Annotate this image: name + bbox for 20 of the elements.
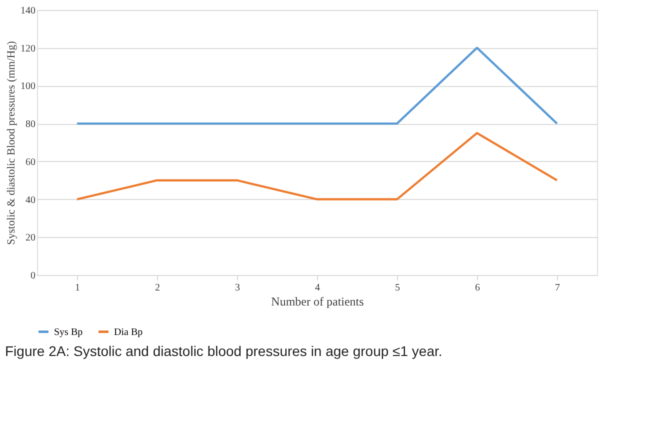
- x-axis-title: Number of patients: [271, 294, 364, 308]
- x-tick-label: 6: [475, 282, 480, 294]
- x-tick-label: 1: [75, 282, 80, 294]
- x-tick-label: 7: [555, 282, 560, 294]
- y-tick-label: 100: [20, 81, 36, 92]
- y-tick-label: 140: [20, 6, 36, 16]
- y-tick-label: 80: [26, 119, 36, 130]
- x-tick-label: 5: [395, 282, 400, 294]
- x-tick-label: 3: [235, 282, 240, 294]
- caption: Figure 2A: Systolic and diastolic blood pressures in age group ≤1 year.: [5, 343, 442, 359]
- x-tick-label: 2: [155, 282, 160, 294]
- legend-label: Sys Bp: [54, 326, 83, 338]
- legend-label: Dia Bp: [114, 326, 143, 338]
- y-axis-title: Systolic & diastolic Blood pressures (mm/Hg): [6, 40, 18, 245]
- y-tick-label: 60: [26, 156, 36, 168]
- x-tick-label: 4: [315, 282, 320, 294]
- y-tick-label: 0: [30, 270, 36, 282]
- y-tick-label: 120: [20, 43, 36, 54]
- y-tick-label: 40: [26, 194, 36, 206]
- y-tick-label: 20: [26, 232, 36, 244]
